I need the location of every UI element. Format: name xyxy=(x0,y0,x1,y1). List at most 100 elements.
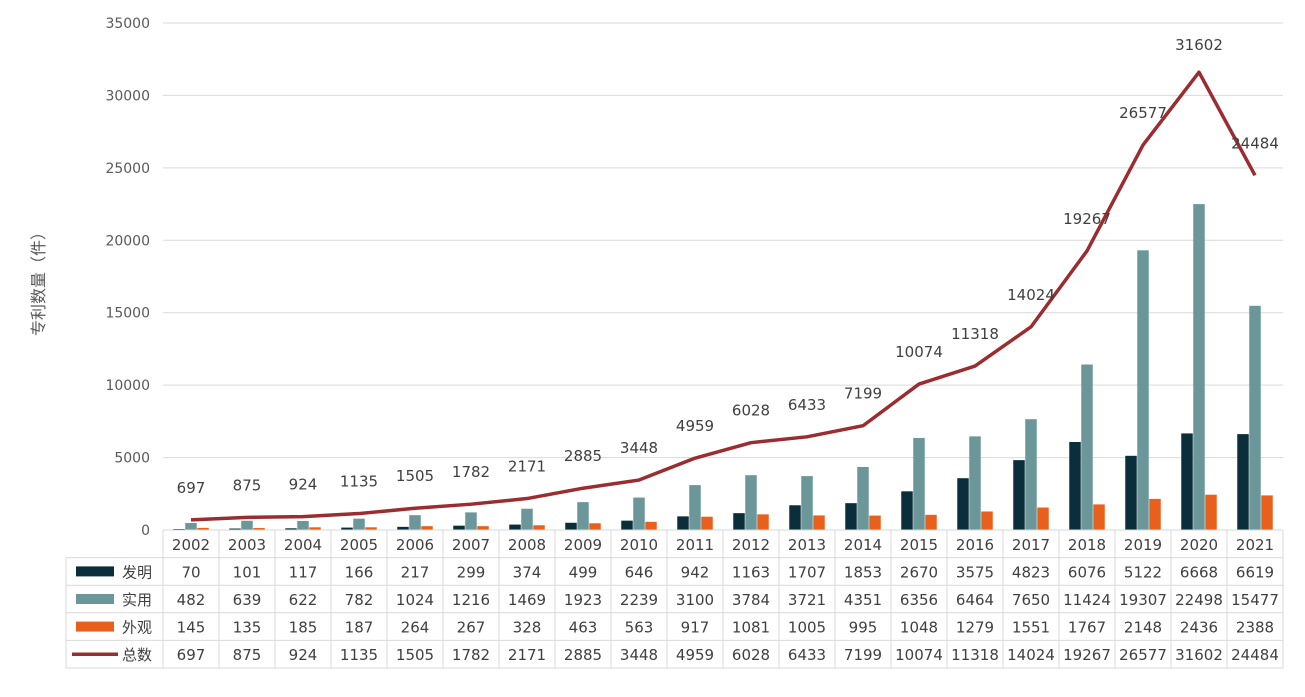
table-cell: 3784 xyxy=(732,591,770,609)
table-cell: 1005 xyxy=(788,619,826,637)
table-cell: 6028 xyxy=(732,646,770,664)
bar-发明-2017 xyxy=(1013,460,1025,530)
bar-外观-2010 xyxy=(645,521,657,530)
table-cell: 4351 xyxy=(844,591,882,609)
data-label-2010: 3448 xyxy=(620,439,658,457)
bar-发明-2006 xyxy=(397,526,409,530)
bar-发明-2020 xyxy=(1181,433,1193,530)
bar-实用-2005 xyxy=(353,518,365,530)
table-cell: 166 xyxy=(345,563,374,581)
table-cell: 185 xyxy=(289,619,318,637)
line-总数 xyxy=(190,70,1257,522)
data-label-2016: 11318 xyxy=(951,325,999,343)
bar-外观-2018 xyxy=(1093,504,1105,530)
table-cell: 6619 xyxy=(1236,563,1274,581)
table-cell: 6356 xyxy=(900,591,938,609)
table-cell: 3448 xyxy=(620,646,658,664)
table-cell: 1216 xyxy=(452,591,490,609)
table-cell: 187 xyxy=(345,619,374,637)
table-cell: 995 xyxy=(849,619,878,637)
bar-外观-2020 xyxy=(1205,494,1217,530)
bar-实用-2016 xyxy=(969,436,981,530)
x-tick-label: 2008 xyxy=(508,536,546,554)
x-tick-label: 2002 xyxy=(172,536,210,554)
x-tick-label: 2012 xyxy=(732,536,770,554)
table-cell: 145 xyxy=(177,619,206,637)
table-cell: 328 xyxy=(513,619,542,637)
data-label-2015: 10074 xyxy=(895,343,943,361)
table-cell: 4959 xyxy=(676,646,714,664)
x-tick-label: 2013 xyxy=(788,536,826,554)
gridlines xyxy=(163,22,1283,459)
bar-发明-2007 xyxy=(453,525,465,530)
table-cell: 3100 xyxy=(676,591,714,609)
bar-实用-2008 xyxy=(521,508,533,530)
data-labels: 697 875 924 1135 1505 1782 2171 2885 3448 4959 602… xyxy=(177,36,1279,497)
legend-swatch-实用 xyxy=(76,594,114,604)
data-label-2002: 697 xyxy=(177,479,206,497)
bar-实用-2002 xyxy=(185,523,197,530)
data-label-2004: 924 xyxy=(289,476,318,494)
table-cell: 563 xyxy=(625,619,654,637)
table-cell: 7650 xyxy=(1012,591,1050,609)
bar-发明-2008 xyxy=(509,524,521,530)
bar-外观-2017 xyxy=(1037,507,1049,530)
table-cell: 10074 xyxy=(895,646,943,664)
bar-实用-2018 xyxy=(1081,364,1093,530)
table-cell: 19307 xyxy=(1119,591,1167,609)
bar-外观-2012 xyxy=(757,514,769,530)
table-cell: 299 xyxy=(457,563,486,581)
y-tick-label: 20000 xyxy=(105,233,150,249)
x-tick-label: 2006 xyxy=(396,536,434,554)
bar-外观-2009 xyxy=(589,523,601,530)
bar-发明-2012 xyxy=(733,513,745,530)
bar-发明-2009 xyxy=(565,522,577,530)
bar-外观-2014 xyxy=(869,515,881,530)
x-tick-label: 2009 xyxy=(564,536,602,554)
x-tick-label: 2018 xyxy=(1068,536,1106,554)
table-cell: 1048 xyxy=(900,619,938,637)
table-cell: 1469 xyxy=(508,591,546,609)
table-cell: 2171 xyxy=(508,646,546,664)
y-tick-label: 0 xyxy=(141,523,150,539)
data-label-2014: 7199 xyxy=(844,385,882,403)
x-tick-label: 2015 xyxy=(900,536,938,554)
data-label-2005: 1135 xyxy=(340,473,378,491)
bar-发明-2013 xyxy=(789,505,801,530)
legend-label-总数: 总数 xyxy=(122,646,152,664)
table-cell: 217 xyxy=(401,563,430,581)
table-cell: 1163 xyxy=(732,563,770,581)
table-cell: 2885 xyxy=(564,646,602,664)
table-cell: 1024 xyxy=(396,591,434,609)
bar-实用-2021 xyxy=(1249,305,1261,530)
data-label-2007: 1782 xyxy=(452,463,490,481)
table-cell: 15477 xyxy=(1231,591,1279,609)
bar-发明-2018 xyxy=(1069,441,1081,530)
bar-实用-2015 xyxy=(913,437,925,530)
table-cell: 6464 xyxy=(956,591,994,609)
bar-发明-2011 xyxy=(677,516,689,530)
table-cell: 1081 xyxy=(732,619,770,637)
data-label-2013: 6433 xyxy=(788,396,826,414)
bar-外观-2003 xyxy=(253,528,265,530)
bar-外观-2007 xyxy=(477,526,489,530)
table-cell: 697 xyxy=(177,646,206,664)
bar-外观-2019 xyxy=(1149,498,1161,530)
bar-外观-2021 xyxy=(1261,495,1273,530)
bar-实用-2004 xyxy=(297,520,309,530)
bar-实用-2007 xyxy=(465,512,477,530)
x-tick-label: 2010 xyxy=(620,536,658,554)
y-tick-label: 25000 xyxy=(105,161,150,177)
data-label-2018: 19267 xyxy=(1063,210,1111,228)
bar-实用-2003 xyxy=(241,520,253,530)
bar-发明-2014 xyxy=(845,503,857,530)
table-cell: 482 xyxy=(177,591,206,609)
legend-label-发明: 发明 xyxy=(122,563,152,581)
bar-外观-2008 xyxy=(533,525,545,530)
table-cell: 6433 xyxy=(788,646,826,664)
bar-外观-2005 xyxy=(365,527,377,530)
table-cell: 917 xyxy=(681,619,710,637)
table-cell: 117 xyxy=(289,563,318,581)
y-axis-label: 专利数量（件） xyxy=(29,224,48,336)
